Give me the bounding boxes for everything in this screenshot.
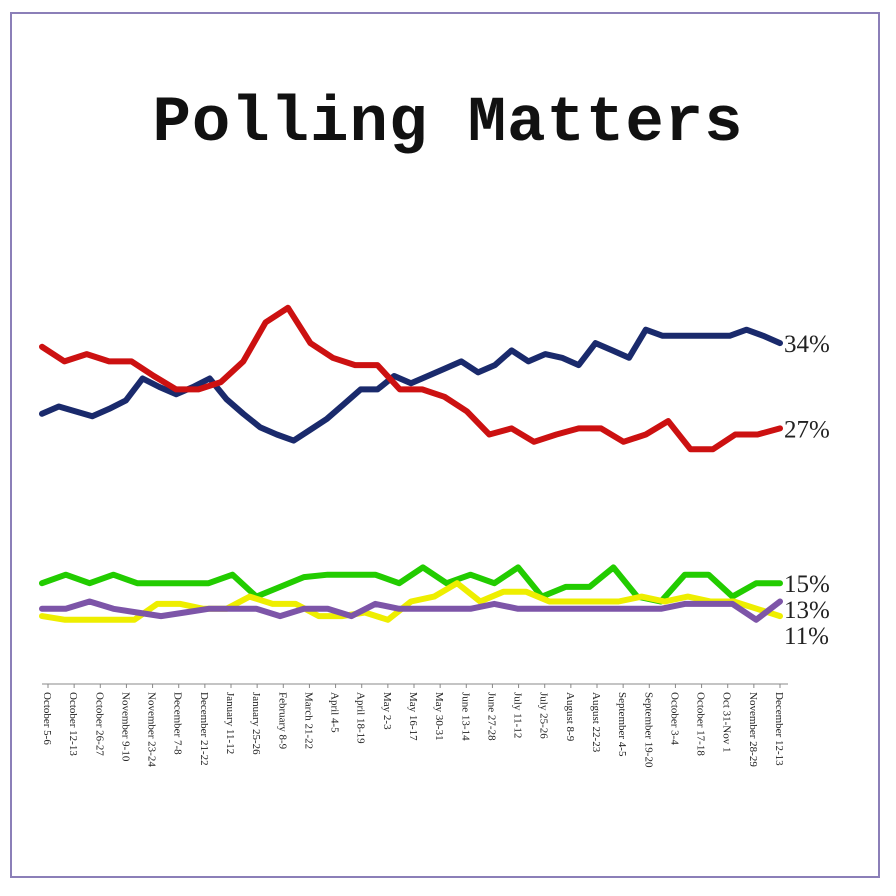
series-end-label-0: 34% (784, 331, 830, 358)
series-end-label-3: 11% (784, 623, 829, 650)
x-tick-label: November 9-10 (119, 692, 131, 762)
chart-title: Polling Matters (152, 88, 744, 160)
x-tick-label: November 23-24 (146, 692, 158, 767)
x-tick-label: June 13-14 (459, 692, 471, 741)
x-tick-label: October 3-4 (668, 692, 680, 745)
x-tick-label: April 18-19 (355, 692, 367, 744)
chart-frame (10, 12, 880, 878)
series-line-4 (39, 598, 783, 623)
x-tick-label: September 4-5 (616, 692, 628, 757)
x-tick-label: October 17-18 (695, 692, 707, 756)
x-tick-label: April 4-5 (329, 692, 341, 733)
x-tick-label: May 16-17 (407, 692, 419, 741)
x-tick-label: January 11-12 (224, 692, 236, 754)
series-line-1 (39, 304, 783, 453)
x-tick-label: Oct 31-Nov 1 (721, 692, 733, 753)
x-tick-label: March 21-22 (302, 692, 314, 749)
x-tick-label: February 8-9 (276, 692, 288, 750)
x-tick-label: July 25-26 (538, 692, 550, 739)
x-tick-label: November 28-29 (747, 692, 759, 767)
series-line-2 (39, 564, 783, 605)
x-tick-label: January 25-26 (250, 692, 262, 755)
x-tick-label: August 8-9 (564, 692, 576, 742)
x-tick-label: December 21-22 (198, 692, 210, 766)
x-tick-label: June 27-28 (485, 692, 497, 741)
x-tick-label: August 22-23 (590, 692, 602, 753)
series-end-label-1: 27% (784, 416, 830, 443)
x-tick-label: September 19-20 (642, 692, 654, 768)
x-tick-label: October 12-13 (67, 692, 79, 756)
series-line-3 (39, 580, 783, 623)
x-tick-label: May 2-3 (381, 692, 393, 730)
series-end-label-4: 13% (784, 597, 830, 624)
series-line-0 (39, 326, 783, 444)
x-tick-label: October 26-27 (93, 692, 105, 756)
x-tick-label: May 30-31 (433, 692, 445, 741)
x-tick-label: October 5-6 (41, 692, 53, 745)
x-tick-label: December 12-13 (773, 692, 785, 766)
x-tick-label: July 11-12 (512, 692, 524, 738)
series-end-label-2: 15% (784, 571, 830, 598)
x-tick-label: December 7-8 (172, 692, 184, 755)
